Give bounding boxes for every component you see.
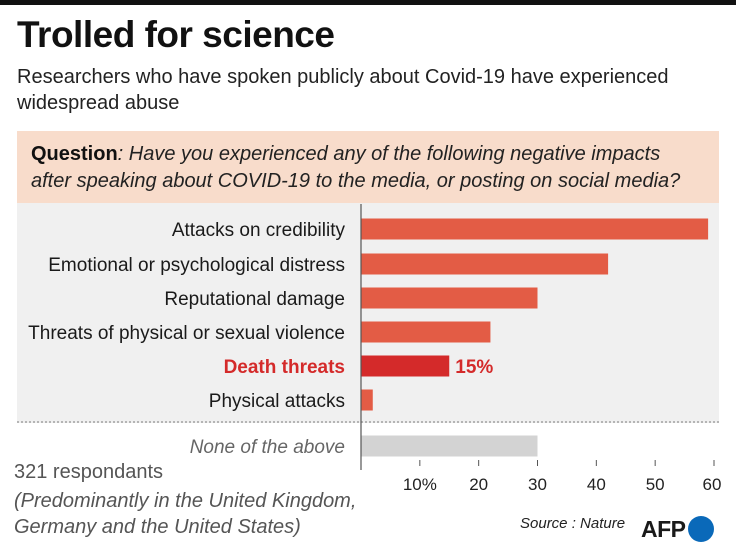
source-credit: Source : Nature [520,515,626,532]
respondents-note: (Predominantly in the United Kingdom, Ge… [14,490,357,538]
x-tick-label: 50 [646,475,665,494]
separator-line [17,421,719,423]
top-rule [0,0,736,5]
x-tick-label: 40 [587,475,606,494]
category-label-reputational-damage: Reputational damage [164,289,345,310]
x-tick-label: 20 [469,475,488,494]
bar-threats-of-physical-or-sexual-violence [361,321,491,343]
chart-subtitle: Researchers who have spoken publicly abo… [17,66,669,114]
bar-reputational-damage [361,287,538,309]
bar-emotional-or-psychological-distress [361,253,609,275]
bar-attacks-on-credibility [361,218,709,240]
afp-logo-text: AFP [641,515,686,542]
x-tick-label: 30 [528,475,547,494]
x-tick-label: 10% [403,475,437,494]
bar-none-of-the-above [361,435,538,457]
bar-death-threats [361,355,450,377]
category-label-physical-attacks: Physical attacks [209,391,345,412]
question-box: Question: Have you experienced any of th… [17,131,719,203]
bar-physical-attacks [361,389,373,411]
category-label-death-threats: Death threats [224,357,345,378]
chart-title: Trolled for science [17,14,335,55]
respondents-count: 321 respondants [14,461,164,483]
chart-background [17,203,719,423]
afp-logo-dot-icon [687,516,714,542]
category-label-threats-of-physical-or-sexual-violence: Threats of physical or sexual violence [28,323,345,344]
x-tick-label: 60 [703,475,722,494]
afp-logo: AFP [641,513,714,545]
question-text: : Have you experienced any of the follow… [31,143,681,192]
category-label-none-of-the-above: None of the above [190,437,345,458]
category-label-attacks-on-credibility: Attacks on credibility [172,220,346,241]
question-label: Question [31,143,118,165]
category-label-emotional-or-psychological-distress: Emotional or psychological distress [48,255,345,276]
data-label-death-threats: 15% [455,357,493,378]
